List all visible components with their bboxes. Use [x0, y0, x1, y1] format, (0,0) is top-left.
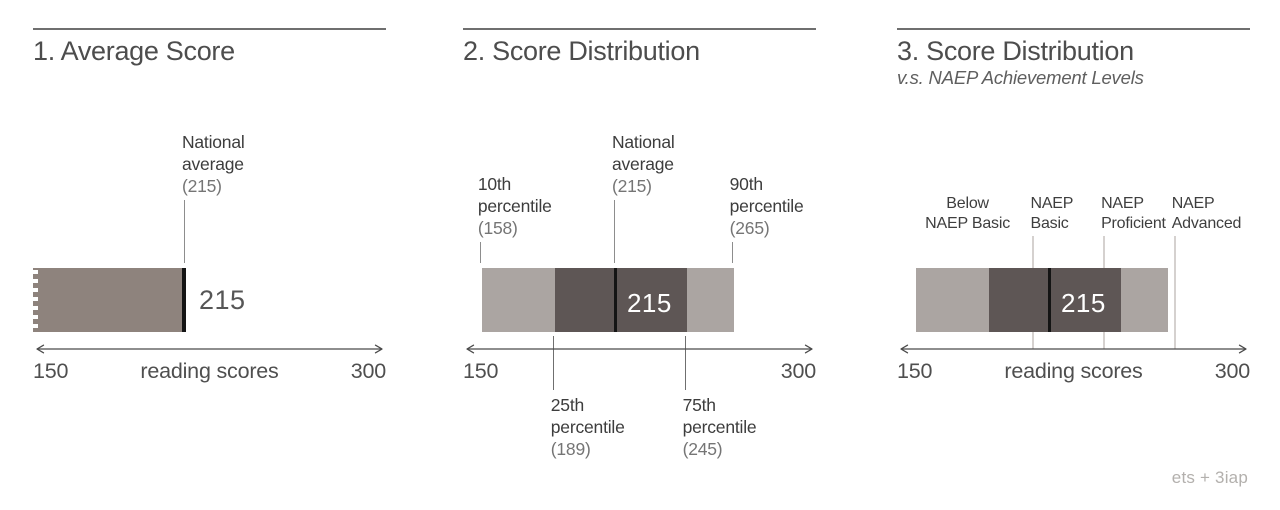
axis-arrowhead-right	[804, 344, 813, 354]
annotation-line: average	[181, 154, 244, 174]
axis-arrowhead-right	[1238, 344, 1247, 354]
label-line: Below	[946, 195, 989, 212]
bar-value-label: 215	[1060, 288, 1106, 318]
mean-line	[614, 268, 618, 332]
panel-plot: 215 10th percentile (158) National average (21…	[463, 0, 816, 510]
axis-mid-label: reading scores	[1004, 359, 1143, 383]
score-axis	[466, 344, 813, 354]
annotation-line: 10th	[477, 174, 512, 194]
bar-value-label: 215	[626, 288, 672, 318]
panel-title: 2. Score Distribution	[463, 36, 700, 66]
annotation-line: percentile	[729, 196, 804, 216]
annotation-national-average: National average (215)	[612, 131, 675, 197]
score-axis	[36, 344, 383, 354]
annotation-percentile-75th: 75th percentile (245)	[683, 394, 757, 460]
panel-plot: 215 National average (215) 150 300 reading sco…	[33, 0, 386, 510]
annotation-line: percentile	[550, 417, 625, 437]
score-axis	[900, 344, 1247, 354]
axis-tick-min: 150	[897, 359, 933, 383]
bar-segment-percentile-10-to-25	[915, 268, 989, 332]
annotation-line: 25th	[550, 395, 585, 415]
label-line: NAEP	[1101, 195, 1144, 212]
bar-segment-percentile-25-to-75	[988, 268, 1121, 332]
annotation-line: (265)	[729, 218, 770, 238]
panel-divider	[897, 28, 1250, 30]
bar-segment-percentile-25-to-75	[554, 268, 687, 332]
mean-line	[1048, 268, 1052, 332]
annotation-line: 90th	[729, 174, 763, 194]
bar-value-label: 215	[198, 285, 246, 315]
annotation-line: (158)	[477, 218, 518, 238]
panel-subtitle: v.s. NAEP Achievement Levels	[897, 67, 1144, 88]
label-line: NAEP Basic	[925, 215, 1011, 232]
label-line: Advanced	[1171, 215, 1242, 232]
bar-segment-percentile-75-to-90	[1120, 268, 1168, 332]
panel-average-score: 1. Average Score 215 National average (215)…	[33, 0, 386, 510]
panel-divider	[463, 28, 816, 30]
annotation-line: (215)	[181, 176, 222, 196]
panel-score-distribution-vs-naep: 3. Score Distribution v.s. NAEP Achievem…	[897, 0, 1250, 510]
annotation-percentile-10th: 10th percentile (158)	[478, 173, 552, 239]
axis-tick-min: 150	[33, 359, 69, 383]
annotation-percentile-90th: 90th percentile (265)	[730, 173, 804, 239]
panel-title: 1. Average Score	[33, 36, 235, 66]
axis-arrowhead-left	[36, 344, 45, 354]
annotation-leader-line	[183, 200, 186, 263]
achievement-level-label-naep-proficient: NAEP Proficient	[1101, 194, 1166, 234]
annotation-leader-line	[552, 336, 555, 390]
annotation-leader-line	[479, 242, 482, 263]
annotation-line: 75th	[682, 395, 716, 415]
label-line: Proficient	[1101, 215, 1166, 232]
annotation-line: average	[611, 154, 674, 174]
bar-end-cap-line	[181, 268, 186, 332]
annotation-national-average: National average (215)	[182, 131, 245, 197]
label-line: NAEP	[1030, 195, 1074, 212]
panel-title: 3. Score Distribution	[897, 36, 1134, 66]
annotation-leader-line	[613, 200, 616, 263]
axis-arrowhead-left	[900, 344, 909, 354]
annotation-line: percentile	[477, 196, 552, 216]
axis-mid-label: reading scores	[140, 359, 279, 383]
achievement-level-label-naep-basic: NAEP Basic	[1030, 194, 1073, 234]
axis-arrowhead-right	[374, 344, 383, 354]
axis-tick-max: 300	[780, 359, 816, 383]
torn-edge-marks	[33, 270, 38, 334]
bar-segment-percentile-10-to-25	[481, 268, 555, 332]
annotation-line: National	[181, 132, 245, 152]
label-line: Basic	[1030, 215, 1069, 232]
panel-divider	[33, 28, 386, 30]
bar-segment-average-score-bar	[33, 268, 186, 334]
annotation-leader-line	[684, 336, 687, 390]
achievement-level-label-naep-advanced: NAEP Advanced	[1172, 194, 1242, 234]
annotation-line: (245)	[682, 439, 723, 459]
panel-score-distribution: 2. Score Distribution 215 10th percentile(…	[463, 0, 816, 510]
annotation-percentile-25th: 25th percentile (189)	[551, 394, 625, 460]
panel-plot: Below NAEP Basic NAEP Basic NAEP Proficient NA…	[897, 0, 1250, 510]
credit-text: ets + 3iap	[1171, 468, 1248, 487]
annotation-line: National	[611, 132, 675, 152]
annotation-line: (215)	[611, 176, 652, 196]
label-line: NAEP	[1171, 195, 1215, 212]
axis-tick-max: 300	[1214, 359, 1250, 383]
axis-tick-min: 150	[463, 359, 499, 383]
bar-segment-percentile-75-to-90	[686, 268, 734, 332]
achievement-threshold-line-naep-advanced	[1173, 236, 1176, 349]
annotation-line: (189)	[550, 439, 591, 459]
axis-arrowhead-left	[466, 344, 475, 354]
annotation-line: percentile	[682, 417, 757, 437]
axis-tick-max: 300	[350, 359, 386, 383]
achievement-level-label-below-naep-basic: Below NAEP Basic	[898, 194, 1038, 234]
annotation-leader-line	[731, 242, 734, 263]
